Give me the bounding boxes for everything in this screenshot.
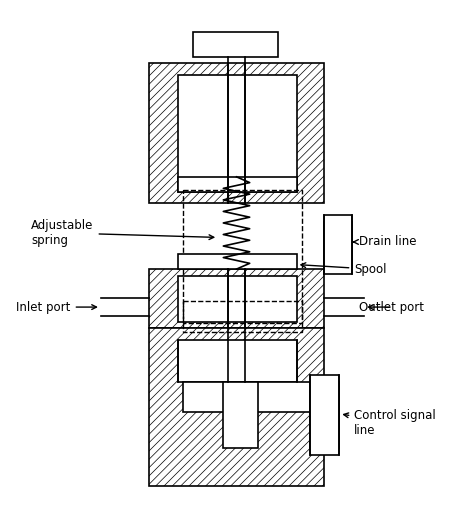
Bar <box>183 301 301 332</box>
Bar <box>148 328 325 486</box>
Bar <box>223 382 258 448</box>
Bar <box>325 222 352 267</box>
Bar <box>183 190 301 324</box>
Bar <box>183 382 310 412</box>
Text: Outlet port: Outlet port <box>359 301 424 314</box>
Bar <box>325 215 352 275</box>
Text: Drain line: Drain line <box>353 235 417 249</box>
Bar <box>178 177 297 192</box>
Bar <box>178 276 297 321</box>
Bar <box>148 269 325 328</box>
Text: Inlet port: Inlet port <box>16 301 97 314</box>
Bar <box>310 375 339 455</box>
Bar <box>193 32 278 57</box>
Bar <box>178 254 297 269</box>
Bar <box>178 75 297 192</box>
Bar <box>148 63 325 203</box>
Bar <box>178 340 297 382</box>
Bar <box>310 382 339 448</box>
Text: Adjustable
spring: Adjustable spring <box>31 219 214 247</box>
Text: Control signal
line: Control signal line <box>344 409 436 437</box>
Text: Spool: Spool <box>301 263 387 276</box>
